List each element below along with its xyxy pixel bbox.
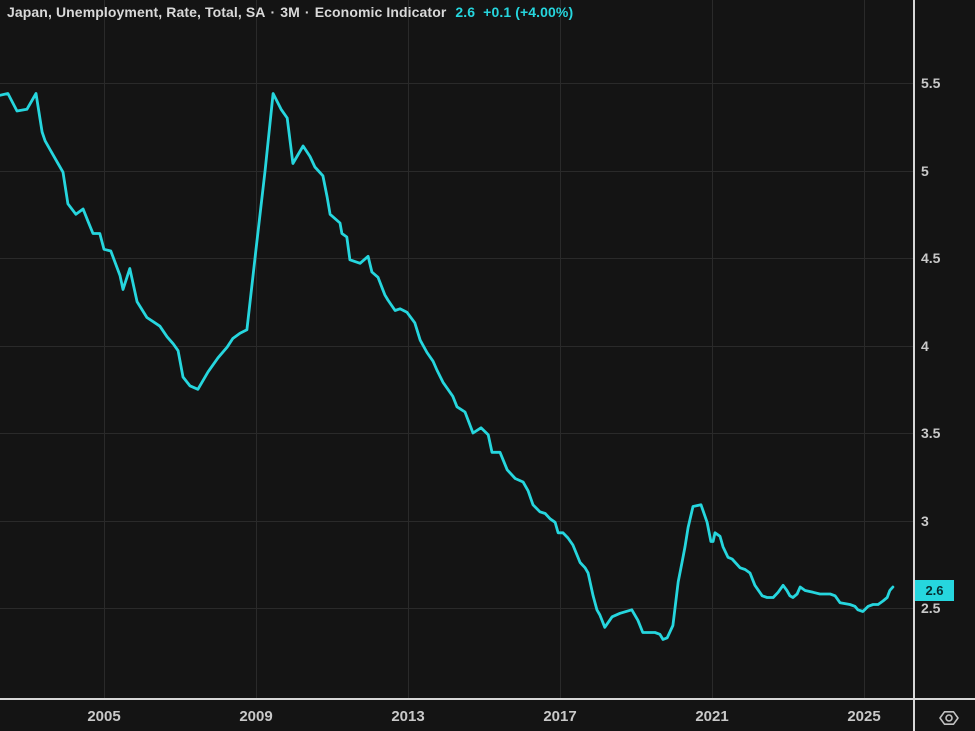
time-tick-label: 2017 (543, 708, 577, 725)
time-tick-label: 2025 (847, 708, 881, 725)
time-tick-label: 2013 (391, 708, 425, 725)
legend-symbol-title[interactable]: Japan, Unemployment, Rate, Total, SA (7, 4, 266, 20)
time-scale[interactable] (0, 700, 913, 731)
time-tick-label: 2009 (239, 708, 273, 725)
legend-change: +0.1 (483, 4, 512, 20)
price-tick-label: 4 (921, 337, 929, 354)
legend-separator: · (270, 4, 276, 20)
price-tick-label: 2.5 (921, 600, 941, 616)
legend-change-percent: (+4.00%) (515, 4, 574, 20)
price-tick-label: 5 (921, 162, 929, 179)
last-price-badge: 2.6 (915, 580, 954, 601)
scale-settings-button[interactable] (934, 705, 964, 730)
price-tick-label: 3.5 (921, 425, 941, 441)
unemployment-rate-line (0, 92, 895, 641)
price-tick-label: 4.5 (921, 250, 941, 266)
legend-last-value: 2.6 (455, 4, 476, 20)
time-tick-label: 2021 (695, 708, 729, 725)
time-tick-label: 2005 (87, 708, 121, 725)
legend-series-type: Economic Indicator (314, 4, 447, 20)
legend-interval[interactable]: 3M (280, 4, 300, 20)
price-tick-label: 5.5 (921, 75, 941, 91)
gear-icon (939, 710, 959, 725)
chart-legend[interactable]: Japan, Unemployment, Rate, Total, SA · 3M ·… (7, 4, 573, 20)
legend-separator: · (304, 4, 310, 20)
price-tick-label: 3 (921, 512, 929, 529)
